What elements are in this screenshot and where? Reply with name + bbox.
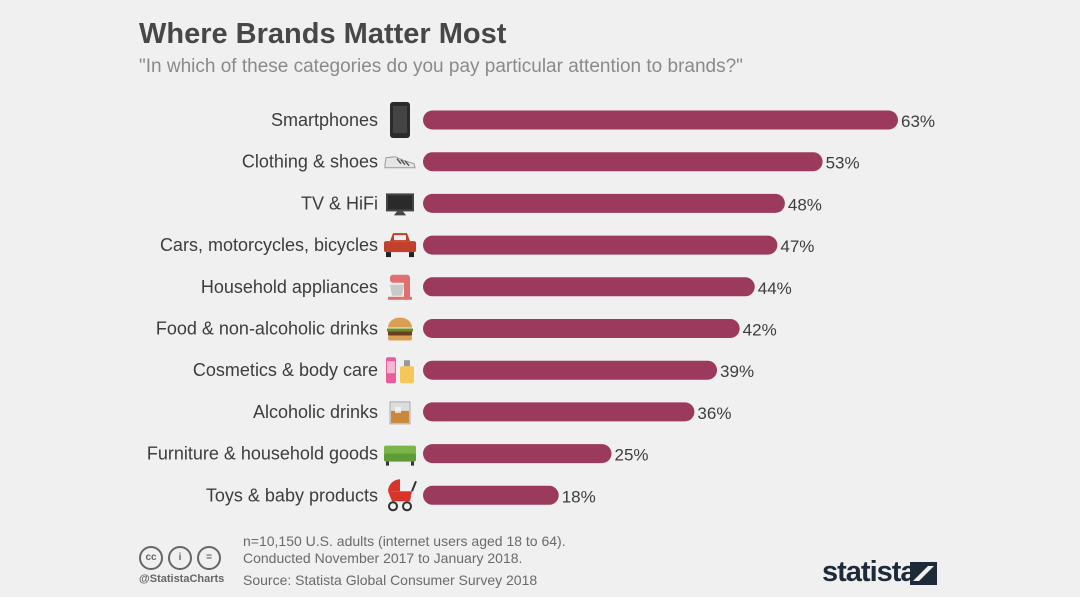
category-label: Cars, motorcycles, bicycles — [160, 235, 378, 255]
chart-subtitle: "In which of these categories do you pay… — [139, 56, 743, 77]
statista-logo[interactable]: statista — [822, 556, 917, 588]
tv-icon — [386, 193, 414, 216]
bar — [423, 485, 559, 505]
bar — [423, 193, 785, 213]
value-label: 47% — [780, 237, 814, 256]
cosmetics-icon — [386, 357, 414, 384]
statista-logo-mark-icon — [910, 562, 937, 585]
category-label: Food & non-alcoholic drinks — [156, 319, 378, 339]
baby-stroller-icon — [388, 479, 417, 512]
value-label: 25% — [614, 446, 648, 465]
bar — [423, 277, 755, 297]
category-label: Clothing & shoes — [242, 152, 378, 172]
category-label: Cosmetics & body care — [193, 360, 378, 380]
category-label: TV & HiFi — [301, 193, 378, 213]
value-label: 44% — [758, 279, 792, 298]
value-label: 42% — [743, 321, 777, 340]
sneaker-icon — [384, 156, 416, 169]
bar — [423, 319, 740, 338]
twitter-handle[interactable]: @StatistaCharts — [139, 573, 225, 585]
value-label: 18% — [562, 487, 596, 506]
bar-chart: Smartphones 63% Clothing & shoes 53% TV & Hi… — [147, 102, 935, 512]
bar — [423, 402, 695, 422]
value-label: 53% — [826, 154, 860, 173]
value-label: 63% — [901, 112, 935, 131]
whisky-glass-icon — [389, 401, 411, 425]
bar — [423, 152, 823, 172]
sample-note: n=10,150 U.S. adults (internet users age… — [243, 533, 566, 549]
car-icon — [384, 233, 416, 258]
survey-period-note: Conducted November 2017 to January 2018. — [243, 550, 523, 566]
stand-mixer-icon — [388, 274, 412, 300]
cc-license-icon[interactable]: cc — [139, 546, 163, 570]
smartphone-icon — [390, 102, 410, 138]
value-label: 39% — [720, 362, 754, 381]
category-label: Smartphones — [271, 110, 378, 130]
sofa-icon — [384, 445, 416, 466]
category-label: Toys & baby products — [206, 485, 378, 505]
chart-title: Where Brands Matter Most — [139, 18, 507, 50]
bar — [423, 110, 898, 130]
attribution-icon[interactable]: i — [168, 546, 192, 570]
bar — [423, 444, 612, 464]
category-label: Alcoholic drinks — [253, 402, 378, 422]
source-note: Source: Statista Global Consumer Survey … — [243, 572, 538, 588]
value-label: 36% — [697, 404, 731, 423]
bar — [423, 235, 778, 255]
bar — [423, 360, 718, 380]
category-label: Furniture & household goods — [147, 444, 378, 464]
category-label: Household appliances — [201, 277, 378, 297]
burger-icon — [387, 317, 413, 341]
no-derivatives-icon[interactable]: = — [197, 546, 221, 570]
value-label: 48% — [788, 195, 822, 214]
